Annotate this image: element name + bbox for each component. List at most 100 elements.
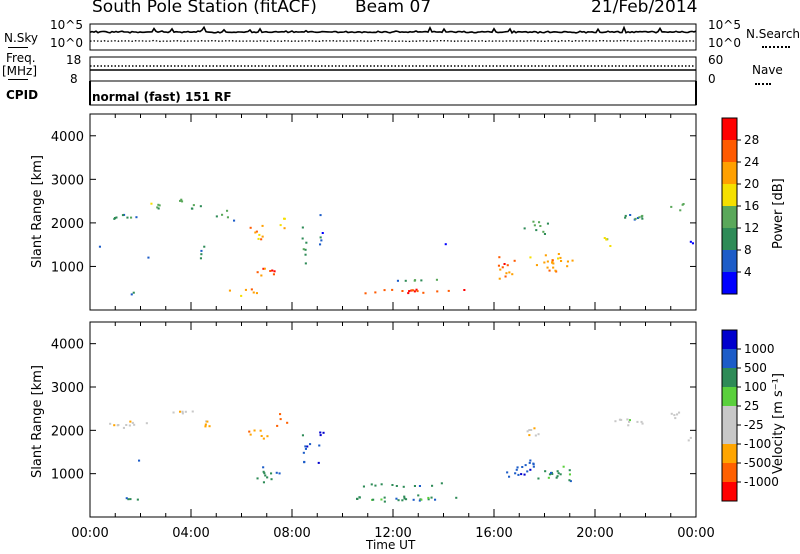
- nave-legend-dots: [755, 83, 771, 85]
- heatmap-cell: [374, 291, 377, 294]
- heatmap-cell: [303, 460, 306, 463]
- heatmap-cell: [498, 277, 501, 280]
- heatmap-cell: [555, 476, 558, 479]
- heatmap-cell: [447, 289, 450, 292]
- heatmap-cell: [249, 433, 252, 436]
- heatmap-cell: [513, 259, 516, 262]
- heatmap-cell: [181, 200, 184, 203]
- freq-tick-high: 18: [66, 53, 82, 67]
- heatmap-cell: [321, 232, 324, 234]
- heatmap-cell: [262, 470, 265, 473]
- heatmap-cell: [418, 485, 421, 487]
- heatmap-cell: [304, 262, 307, 265]
- x-tick-label: 08:00: [273, 526, 310, 541]
- heatmap-cell: [305, 241, 308, 244]
- heatmap-cell: [380, 483, 383, 486]
- heatmap-cell: [503, 263, 506, 265]
- heatmap-cell: [205, 420, 208, 423]
- colorbar-tick-label: 12: [744, 221, 759, 235]
- heatmap-cell: [523, 227, 526, 230]
- heatmap-cell: [395, 485, 398, 487]
- station-title: South Pole Station (fitACF): [92, 0, 317, 17]
- heatmap-cell: [301, 226, 304, 229]
- heatmap-cell: [624, 216, 627, 219]
- heatmap-cell: [516, 466, 519, 469]
- heatmap-cell: [204, 425, 207, 428]
- heatmap-cell: [543, 233, 546, 235]
- colorbar-tick-label: 1000: [744, 342, 775, 356]
- heatmap-cell: [413, 485, 416, 487]
- nsky-tick-low: 10^0: [50, 36, 83, 50]
- freq-panel-frame: [89, 56, 697, 82]
- heatmap-cell: [629, 214, 632, 216]
- colorbar-swatch: [722, 425, 737, 444]
- nsky-label: N.Sky: [4, 31, 39, 45]
- heatmap-cell: [689, 436, 692, 439]
- velocity-heatmap: [109, 410, 692, 503]
- heatmap-cell: [252, 291, 255, 294]
- heatmap-cell: [192, 204, 195, 207]
- velocity-colorbar: 1000 500 100 25 -25 -100 -500 -1000: [721, 329, 779, 502]
- heatmap-cell: [279, 413, 282, 416]
- nsky-panel-frame: [89, 23, 697, 51]
- colorbar-swatch: [722, 349, 737, 368]
- heatmap-cell: [548, 269, 551, 272]
- colorbar-swatch: [722, 184, 737, 206]
- heatmap-cell: [638, 216, 641, 219]
- heatmap-cell: [191, 410, 194, 413]
- heatmap-cell: [156, 206, 159, 209]
- heatmap-cell: [634, 217, 637, 220]
- nsearch-trace: [89, 39, 697, 43]
- heatmap-cell: [537, 477, 540, 480]
- heatmap-cell: [520, 473, 523, 476]
- heatmap-cell: [113, 424, 116, 427]
- heatmap-cell: [215, 215, 218, 218]
- x-tick-label: 20:00: [576, 526, 613, 541]
- heatmap-cell: [605, 238, 608, 241]
- velocity-axis: 4000 3000 2000 1000 00:00 04:00 08:00 12:00 16:0…: [51, 322, 715, 541]
- heatmap-cell: [427, 498, 430, 501]
- heatmap-cell: [190, 207, 193, 210]
- heatmap-cell: [304, 447, 307, 450]
- heatmap-cell: [614, 420, 617, 423]
- heatmap-cell: [180, 198, 183, 201]
- heatmap-cell: [261, 235, 264, 238]
- colorbar-tick-label: 25: [744, 399, 759, 413]
- heatmap-cell: [537, 433, 540, 436]
- heatmap-cell: [681, 203, 684, 206]
- heatmap-cell: [551, 473, 554, 475]
- heatmap-cell: [257, 237, 260, 240]
- heatmap-cell: [122, 426, 125, 429]
- heatmap-cell: [262, 481, 265, 484]
- y-tick-label: 2000: [51, 217, 84, 232]
- heatmap-cell: [130, 216, 133, 219]
- heatmap-cell: [226, 216, 229, 219]
- colorbar-swatch: [722, 206, 737, 228]
- heatmap-cell: [279, 418, 282, 421]
- heatmap-cell: [640, 420, 643, 423]
- heatmap-cell: [413, 290, 416, 293]
- heatmap-cell: [504, 275, 507, 278]
- heatmap-cell: [262, 437, 265, 440]
- heatmap-cell: [547, 476, 550, 479]
- heatmap-cell: [302, 451, 305, 454]
- heatmap-cell: [304, 445, 307, 448]
- heatmap-cell: [221, 213, 224, 216]
- freq-tick-low: 8: [70, 72, 78, 86]
- heatmap-cell: [260, 274, 263, 277]
- heatmap-cell: [125, 424, 128, 426]
- heatmap-cell: [129, 420, 132, 423]
- heatmap-cell: [283, 227, 286, 230]
- heatmap-cell: [444, 243, 447, 246]
- y-tick-label: 3000: [51, 173, 84, 188]
- cpid-panel-frame: [89, 80, 697, 106]
- heatmap-cell: [508, 475, 511, 478]
- heatmap-cell: [539, 225, 542, 227]
- y-tick-label: 3000: [51, 381, 84, 396]
- heatmap-cell: [603, 237, 606, 239]
- heatmap-cell: [568, 469, 571, 472]
- heatmap-cell: [618, 418, 621, 421]
- heatmap-cell: [505, 272, 508, 275]
- heatmap-cell: [463, 289, 466, 291]
- heatmap-cell: [391, 484, 394, 486]
